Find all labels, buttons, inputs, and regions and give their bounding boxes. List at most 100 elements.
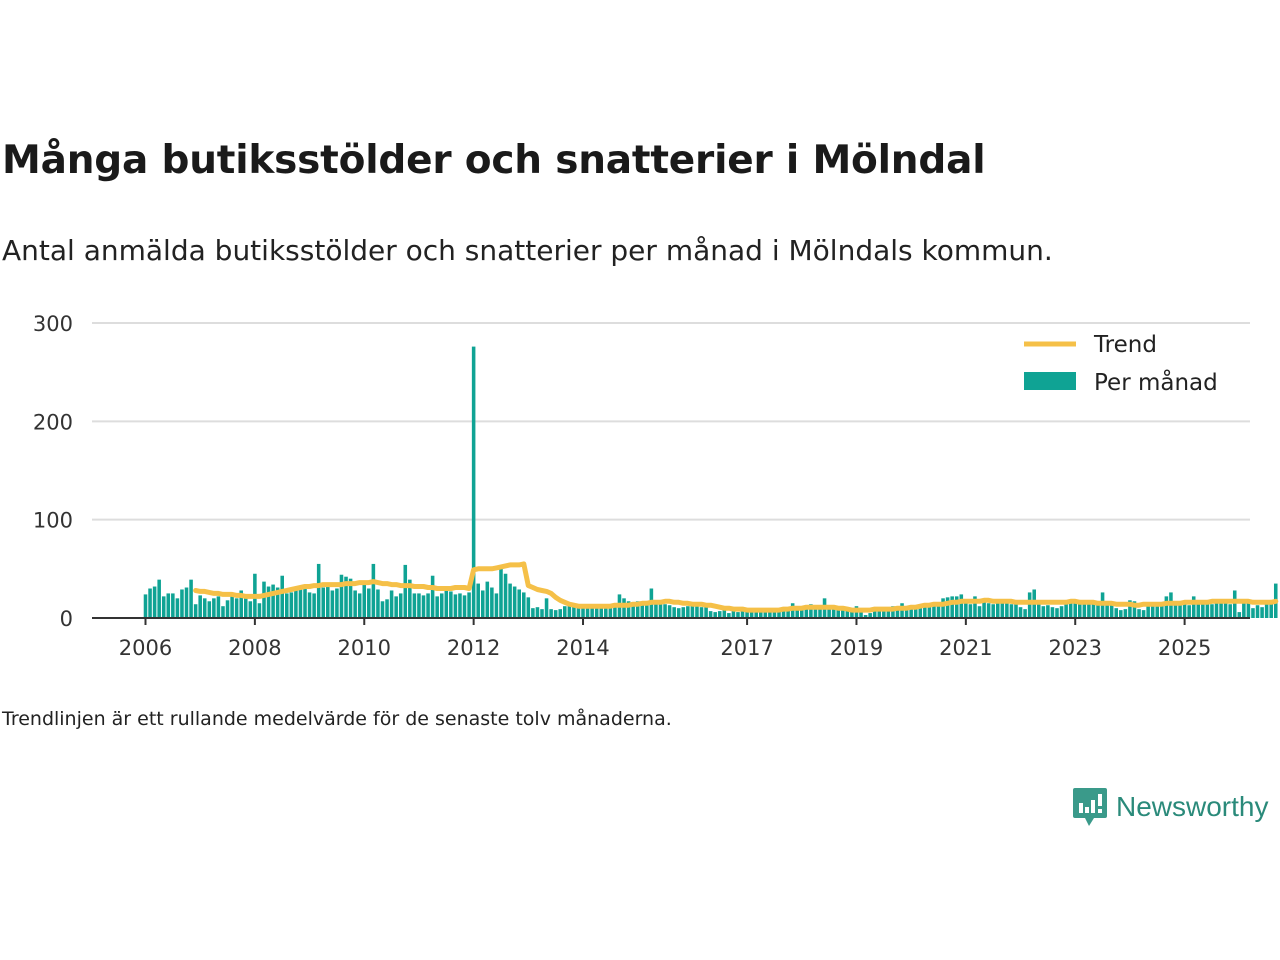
bar (1269, 604, 1273, 618)
bar (872, 609, 877, 618)
bar (430, 575, 435, 618)
bar (1150, 604, 1155, 618)
bar (348, 578, 353, 618)
y-tick-label: 100 (33, 509, 73, 533)
bar (1210, 604, 1214, 618)
bar (1246, 603, 1251, 618)
bar (868, 613, 872, 618)
bar (1078, 604, 1082, 618)
bar (143, 594, 148, 618)
bar (676, 608, 681, 618)
bar (927, 605, 932, 618)
bar (995, 601, 1000, 618)
bar (768, 609, 772, 618)
bar (531, 608, 535, 618)
x-tick-label: 2012 (447, 636, 500, 660)
bar (257, 603, 262, 618)
bar (708, 611, 713, 618)
bar (412, 593, 417, 618)
bar (225, 600, 230, 618)
bar (1105, 601, 1109, 618)
bar (476, 583, 480, 618)
x-tick-label: 2014 (556, 636, 609, 660)
bar (631, 602, 635, 618)
bar (1232, 590, 1237, 618)
bar (1255, 605, 1260, 618)
bar (954, 596, 959, 618)
bar (353, 590, 357, 618)
x-tick-label: 2006 (119, 636, 172, 660)
bar (508, 583, 512, 618)
bar (572, 605, 576, 618)
gridlines (92, 322, 1250, 521)
bar (335, 588, 339, 618)
bar (672, 607, 676, 618)
trend-line (193, 561, 1279, 613)
bar (266, 586, 271, 618)
bar (549, 609, 553, 618)
bar (439, 593, 444, 618)
bar (1036, 604, 1041, 618)
bar (1260, 607, 1264, 618)
bar (1242, 602, 1246, 618)
bar (763, 610, 768, 618)
bar (1251, 608, 1255, 618)
bar (982, 602, 986, 618)
x-axis: 2006 2008 2010 2012 2014 2017 2019 2021 2023 2025 (119, 618, 1211, 660)
bar (836, 607, 841, 618)
bar (458, 593, 462, 618)
bar (745, 610, 749, 618)
bar (394, 596, 398, 618)
bar (1014, 604, 1018, 618)
bar (389, 590, 394, 618)
bar (403, 564, 408, 618)
bar (923, 606, 927, 618)
bar (563, 606, 567, 618)
bar (494, 593, 499, 618)
bar (1000, 600, 1005, 618)
bar (426, 593, 430, 618)
bar (198, 595, 202, 618)
bar (845, 608, 850, 618)
bar (941, 598, 945, 618)
bar (1155, 606, 1160, 618)
newsworthy-logo-icon (1073, 788, 1107, 826)
bar (1082, 601, 1087, 618)
bar (704, 607, 708, 618)
bar (417, 593, 421, 618)
x-tick-label: 2010 (338, 636, 391, 660)
bar (522, 592, 526, 618)
bar (271, 584, 275, 618)
bar (234, 598, 239, 618)
bar (1191, 596, 1196, 618)
bar (435, 596, 439, 618)
bar (157, 579, 161, 618)
bar (189, 579, 193, 618)
bar (462, 595, 467, 618)
bar (1173, 604, 1178, 618)
bar (1119, 610, 1123, 618)
bar (1018, 607, 1023, 618)
bar (262, 581, 266, 618)
bar (1059, 606, 1064, 618)
bar (499, 568, 503, 618)
bar (841, 607, 845, 618)
bar (758, 611, 763, 618)
bar (813, 608, 818, 618)
bar (640, 603, 645, 618)
bar (1132, 601, 1137, 618)
brand-name: Newsworthy (1116, 791, 1269, 822)
bar (312, 593, 316, 618)
bar (385, 599, 389, 618)
bar (480, 590, 485, 618)
bar (1005, 602, 1009, 618)
bar (727, 613, 731, 618)
bar (736, 612, 740, 618)
legend: Trend Per månad (1016, 324, 1230, 408)
bar (294, 589, 298, 618)
bar (635, 601, 640, 618)
x-tick-label: 2025 (1158, 636, 1211, 660)
brand[interactable]: Newsworthy (1072, 786, 1268, 828)
bar (1041, 606, 1046, 618)
bar (367, 588, 371, 618)
